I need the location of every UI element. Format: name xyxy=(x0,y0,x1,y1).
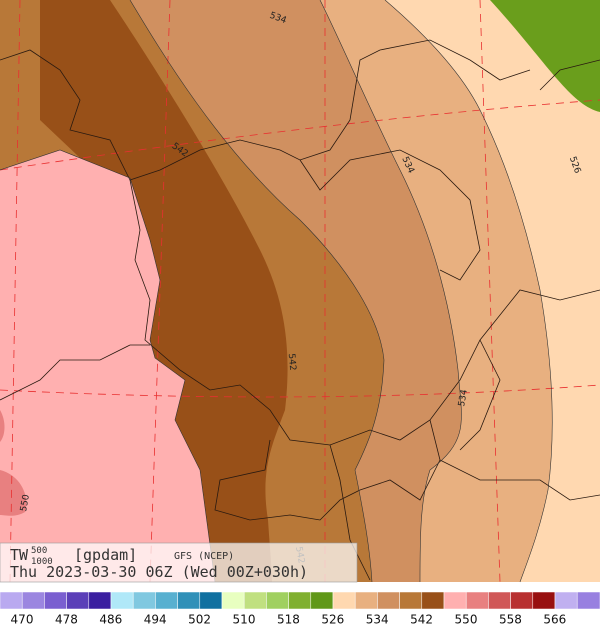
colorbar-swatch xyxy=(554,591,578,610)
band-pink xyxy=(0,150,215,582)
units: [gpdam] xyxy=(74,546,137,564)
colorbar-swatch xyxy=(310,591,334,610)
colorbar-swatch xyxy=(44,591,67,610)
border xyxy=(539,59,600,91)
band-dark-pink xyxy=(0,470,27,516)
colorbar-swatch xyxy=(399,591,423,610)
info-background xyxy=(0,542,358,583)
colorbar-swatch xyxy=(532,591,556,610)
colorbar-swatch xyxy=(488,591,511,610)
colorbar-swatch xyxy=(243,591,267,610)
colorbar-swatch xyxy=(510,591,534,610)
contour-label: 542 xyxy=(286,353,297,371)
colorbar-label: 510 xyxy=(233,613,256,627)
field-name: TW xyxy=(10,546,29,564)
border xyxy=(329,444,371,581)
map-area: 534 542 534 526 542 534 550 542 xyxy=(0,0,600,583)
contour-label: 550 xyxy=(19,493,32,512)
colorbar-swatch xyxy=(66,591,90,610)
colorbar-swatch xyxy=(576,591,600,610)
border xyxy=(459,339,501,451)
colorbar-label: 470 xyxy=(11,613,34,627)
border xyxy=(0,344,150,401)
colorbar-label: 526 xyxy=(321,613,344,627)
colorbar-swatch xyxy=(88,591,112,610)
colorbar-swatch xyxy=(465,591,489,610)
model: GFS (NCEP) xyxy=(174,551,234,562)
colorbar-label: 518 xyxy=(277,613,300,627)
colorbar-label: 494 xyxy=(144,613,167,627)
colorbar-swatch xyxy=(221,591,245,610)
colorbar-swatch xyxy=(443,591,467,610)
colorbar-label: 542 xyxy=(410,613,433,627)
valid-time: Thu 2023-03-30 06Z (Wed 00Z+030h) xyxy=(10,563,308,581)
colorbar: 470 478 486 494 502 510 518 526 534 542 550 558 566 xyxy=(0,591,600,627)
contour xyxy=(0,149,216,583)
border xyxy=(214,419,441,521)
contour-label: 534 xyxy=(457,388,470,407)
border xyxy=(439,459,600,501)
colorbar-swatch xyxy=(354,591,378,610)
band-green xyxy=(490,0,600,112)
latitude-line xyxy=(0,99,600,171)
contour xyxy=(384,0,553,583)
colorbar-swatch xyxy=(110,591,134,610)
latitude-line xyxy=(0,384,600,398)
colorbar-swatch xyxy=(266,591,289,610)
colorbar-swatch xyxy=(288,591,312,610)
colorbar-swatch xyxy=(132,591,156,610)
colorbar-swatch xyxy=(377,591,400,610)
colorbar-label: 502 xyxy=(188,613,211,627)
colorbar-label: 534 xyxy=(366,613,389,627)
colorbar-swatch xyxy=(155,591,178,610)
colorbar-label: 558 xyxy=(499,613,522,627)
contour xyxy=(319,0,462,583)
colorbar-swatch xyxy=(0,591,23,610)
colorbar-label: 566 xyxy=(543,613,566,627)
colorbar-swatch xyxy=(421,591,445,610)
border xyxy=(299,149,481,281)
graticule xyxy=(0,0,600,583)
colorbar-swatch xyxy=(21,591,45,610)
colorbar-swatch xyxy=(199,591,223,610)
field-superscript: 500 xyxy=(31,546,47,556)
band-dark-pink xyxy=(0,410,5,442)
borders xyxy=(0,39,600,581)
border xyxy=(0,39,531,181)
contours xyxy=(0,0,553,583)
colorbar-swatch xyxy=(177,591,201,610)
band-dark-brown xyxy=(40,0,288,582)
colorbar-label: 550 xyxy=(455,613,478,627)
colorbar-swatch xyxy=(332,591,356,610)
info-box: TW 500 1000 [gpdam] GFS (NCEP) Thu 2023-… xyxy=(0,542,358,583)
field-subscript: 1000 xyxy=(31,557,53,567)
colorbar-label: 486 xyxy=(99,613,122,627)
colorbar-label: 478 xyxy=(55,613,78,627)
contour xyxy=(129,0,385,583)
